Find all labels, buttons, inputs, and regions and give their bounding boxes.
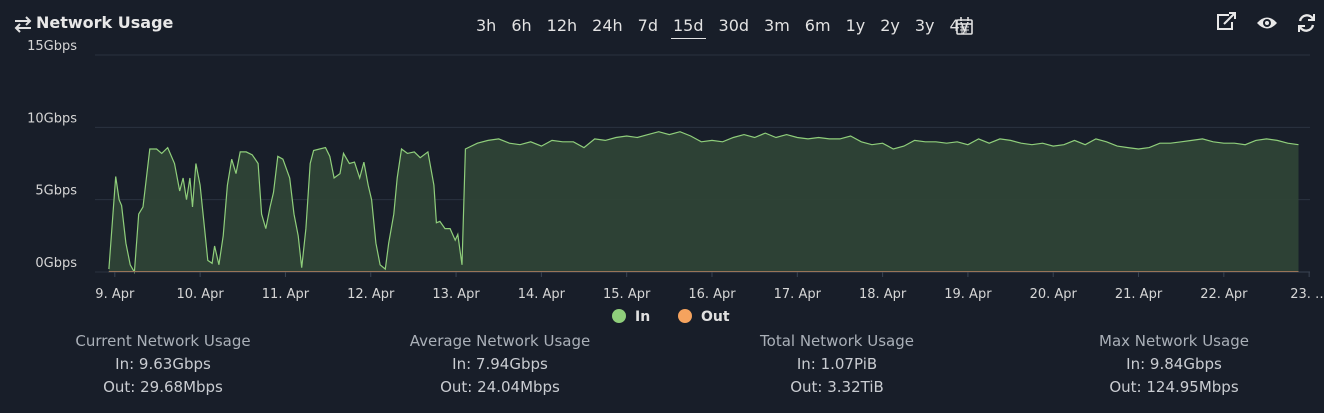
- range-button[interactable]: 6m: [804, 16, 831, 35]
- x-tick-label: 14. Apr: [518, 287, 566, 302]
- range-button[interactable]: 30d: [718, 16, 750, 35]
- legend-item[interactable]: In: [612, 309, 650, 325]
- stat-line: Out: 124.95Mbps: [1109, 378, 1239, 396]
- range-button[interactable]: 1y: [845, 16, 866, 35]
- plot: 0Gbps 5Gbps 10Gbps 15Gbps 9. Apr 10. Apr 11. A…: [27, 39, 1324, 325]
- stat-block: Average Network Usage In: 7.94Gbps Out: 24…: [350, 330, 650, 399]
- series-area: [108, 131, 1299, 272]
- range-button[interactable]: 2y: [880, 16, 900, 35]
- x-tick-label: 19. Apr: [944, 287, 992, 302]
- y-tick-label: 0Gbps: [35, 256, 77, 271]
- stat-title: Average Network Usage: [409, 332, 591, 350]
- stat-line: In: 9.84Gbps: [1126, 355, 1222, 373]
- x-tick-label: 15. Apr: [603, 287, 651, 302]
- legend-marker: [678, 309, 692, 323]
- range-button[interactable]: 24h: [592, 16, 623, 35]
- swap-icon: [14, 16, 32, 33]
- range-button[interactable]: 3y: [914, 16, 935, 35]
- x-tick-label: 18. Apr: [859, 287, 907, 302]
- x-tick-label: 21. Apr: [1115, 287, 1163, 302]
- x-tick-label: 9. Apr: [95, 287, 135, 302]
- stat-line: Out: 24.04Mbps: [440, 378, 560, 396]
- range-selector: 3h 6h 12h 24h 7d 15d 30d 3m 6m 1y 2y 3y 4y: [474, 16, 971, 39]
- series-line: [108, 131, 1299, 274]
- range-button[interactable]: 15d: [671, 16, 706, 39]
- stat-line: In: 1.07PiB: [796, 355, 878, 373]
- y-tick-label: 10Gbps: [27, 111, 77, 126]
- range-button[interactable]: 7d: [637, 16, 658, 35]
- stat-block: Max Network Usage In: 9.84Gbps Out: 124.95…: [1024, 330, 1324, 399]
- y-tick-label: 15Gbps: [27, 39, 77, 54]
- legend-marker: [612, 309, 626, 323]
- x-tick-label: 22. Apr: [1200, 287, 1248, 302]
- x-tick-label: 17. Apr: [774, 287, 822, 302]
- x-tick-label: 16. Apr: [688, 287, 736, 302]
- legend-item[interactable]: Out: [678, 309, 730, 325]
- stat-line: In: 7.94Gbps: [452, 355, 548, 373]
- stat-block: Current Network Usage In: 9.63Gbps Out: 29…: [13, 330, 313, 399]
- range-button[interactable]: 3m: [764, 16, 790, 35]
- x-tick-label: 12. Apr: [347, 287, 395, 302]
- refresh-icon[interactable]: [1298, 14, 1315, 32]
- legend-label: In: [635, 309, 650, 325]
- external-link-icon[interactable]: [1217, 12, 1236, 30]
- stat-line: Out: 3.32TiB: [790, 378, 884, 396]
- range-button[interactable]: 12h: [546, 16, 578, 35]
- range-button[interactable]: 6h: [511, 16, 532, 35]
- eye-icon[interactable]: [1257, 17, 1277, 29]
- x-tick-label: 13. Apr: [432, 287, 480, 302]
- x-tick-label: 20. Apr: [1030, 287, 1078, 302]
- stat-title: Total Network Usage: [760, 332, 914, 350]
- calendar-icon[interactable]: [956, 17, 973, 35]
- legend-label: Out: [701, 309, 730, 325]
- range-button[interactable]: 4y: [949, 16, 970, 35]
- x-tick-label: 23. …: [1290, 287, 1324, 302]
- x-tick-label: 10. Apr: [176, 287, 224, 302]
- stat-title: Max Network Usage: [1099, 332, 1249, 350]
- x-tick-label: 11. Apr: [262, 287, 310, 302]
- y-tick-label: 5Gbps: [35, 184, 77, 199]
- range-button[interactable]: 3h: [476, 16, 497, 35]
- stat-title: Current Network Usage: [75, 332, 251, 350]
- stat-line: In: 9.63Gbps: [115, 355, 211, 373]
- panel-title: Network Usage: [36, 13, 174, 32]
- stat-line: Out: 29.68Mbps: [103, 378, 223, 396]
- stat-block: Total Network Usage In: 1.07PiB Out: 3.32T…: [687, 330, 987, 399]
